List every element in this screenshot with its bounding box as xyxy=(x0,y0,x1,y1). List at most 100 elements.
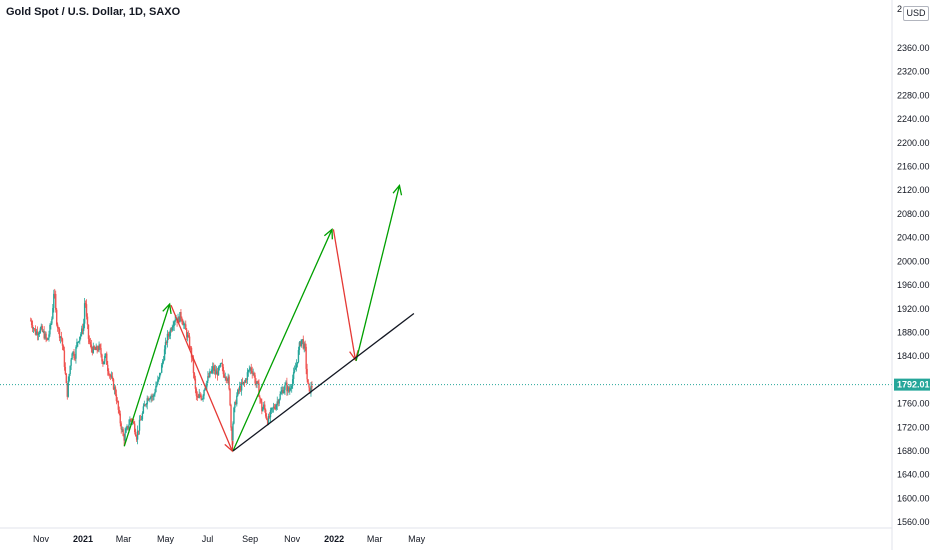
candle-body xyxy=(32,328,35,330)
candle-body xyxy=(86,316,89,325)
candle-body xyxy=(197,396,199,398)
candle-body xyxy=(65,373,68,384)
candle-body xyxy=(172,325,174,328)
candle-body xyxy=(291,385,293,389)
price-tick-label: 1720.00 xyxy=(897,422,930,432)
candle-body xyxy=(137,430,140,432)
candle-body xyxy=(141,413,144,420)
candle-body xyxy=(234,401,236,408)
candle-body xyxy=(253,372,255,376)
candle-body xyxy=(100,348,102,355)
candle-body xyxy=(168,335,171,337)
candle-body xyxy=(30,320,33,326)
price-tick-label: 2360.00 xyxy=(897,43,930,53)
candle-body xyxy=(274,408,277,410)
candle-body xyxy=(60,336,63,339)
candle-body xyxy=(66,383,68,397)
candle-body xyxy=(240,382,243,391)
candle-body xyxy=(194,378,197,389)
currency-button[interactable]: USD xyxy=(903,6,929,21)
candle-body xyxy=(33,328,36,330)
candle-body xyxy=(69,365,71,375)
candle-body xyxy=(38,332,41,335)
candle-body xyxy=(150,396,152,399)
candle-body xyxy=(55,309,58,325)
candle-body xyxy=(189,347,192,349)
candle-body xyxy=(138,419,141,431)
candle-body xyxy=(292,372,295,380)
price-tick-label: 2160.00 xyxy=(897,161,930,171)
candle-body xyxy=(302,339,304,349)
candle-body xyxy=(311,385,313,388)
price-tick-label: 2080.00 xyxy=(897,209,930,219)
candle-body xyxy=(173,321,175,326)
candle-body xyxy=(55,293,57,310)
candle-body xyxy=(238,389,240,391)
price-tick-label: 1840.00 xyxy=(897,351,930,361)
candle-body xyxy=(119,413,121,424)
candle-body xyxy=(224,377,226,378)
candle-body xyxy=(270,408,273,411)
arrow-head xyxy=(392,183,403,196)
time-tick-label: 2021 xyxy=(73,534,93,544)
candle-body xyxy=(301,339,304,340)
candle-body xyxy=(84,303,87,305)
candle-body xyxy=(52,307,54,319)
candle-body xyxy=(81,328,83,335)
candle-body xyxy=(49,324,51,335)
candle-body xyxy=(203,390,205,396)
candle-body xyxy=(123,435,125,441)
candle-body xyxy=(80,334,82,337)
candle-body xyxy=(191,357,194,360)
candle-body xyxy=(208,376,210,377)
time-tick-label: Nov xyxy=(33,534,50,544)
candle-body xyxy=(61,338,64,346)
candle-body xyxy=(79,336,81,342)
time-scale: Nov 2021 Mar May Jul Sep Nov 2022 Mar May xyxy=(33,534,426,544)
candle-body xyxy=(227,376,229,381)
candle-body xyxy=(255,383,257,385)
candle-body xyxy=(186,335,189,338)
candle-body xyxy=(104,355,106,362)
candle-body xyxy=(237,389,239,396)
candle-body xyxy=(107,371,110,375)
candle-body xyxy=(53,293,55,308)
candle-body xyxy=(181,317,183,322)
candle-body xyxy=(157,379,159,384)
chart-title: Gold Spot / U.S. Dollar, 1D, SAXO xyxy=(6,6,181,18)
candle-body xyxy=(142,406,145,414)
price-tick-label: 2240.00 xyxy=(897,114,930,124)
time-tick-label: Jul xyxy=(202,534,214,544)
candle-body xyxy=(71,353,73,360)
time-tick-label: Mar xyxy=(367,534,383,544)
candle-body xyxy=(136,430,139,440)
candle-body xyxy=(201,399,203,401)
candle-body xyxy=(163,349,166,361)
candle-body xyxy=(195,388,198,396)
candle-body xyxy=(97,349,99,351)
candle-body xyxy=(196,395,199,397)
candle-body xyxy=(34,328,37,335)
arrow-head xyxy=(224,441,234,453)
candle-body xyxy=(133,421,135,424)
candle-body xyxy=(297,350,300,363)
candle-body xyxy=(114,387,117,395)
candle-body xyxy=(78,341,80,342)
candle-body xyxy=(75,347,77,359)
candle-body xyxy=(308,384,310,388)
candle-body xyxy=(206,380,208,387)
arrow-line xyxy=(232,229,333,452)
candle-body xyxy=(92,346,94,353)
candle-body xyxy=(212,366,215,371)
candle-body xyxy=(42,331,44,332)
current-price-marker: 1792.01 xyxy=(894,378,930,391)
candle-body xyxy=(126,426,128,430)
candle-body xyxy=(31,325,34,329)
candle-body xyxy=(186,329,188,338)
candle-body xyxy=(153,394,155,397)
candle-body xyxy=(81,328,84,331)
candle-body xyxy=(116,400,119,402)
candle-body xyxy=(56,324,59,329)
candle-body xyxy=(124,432,126,441)
